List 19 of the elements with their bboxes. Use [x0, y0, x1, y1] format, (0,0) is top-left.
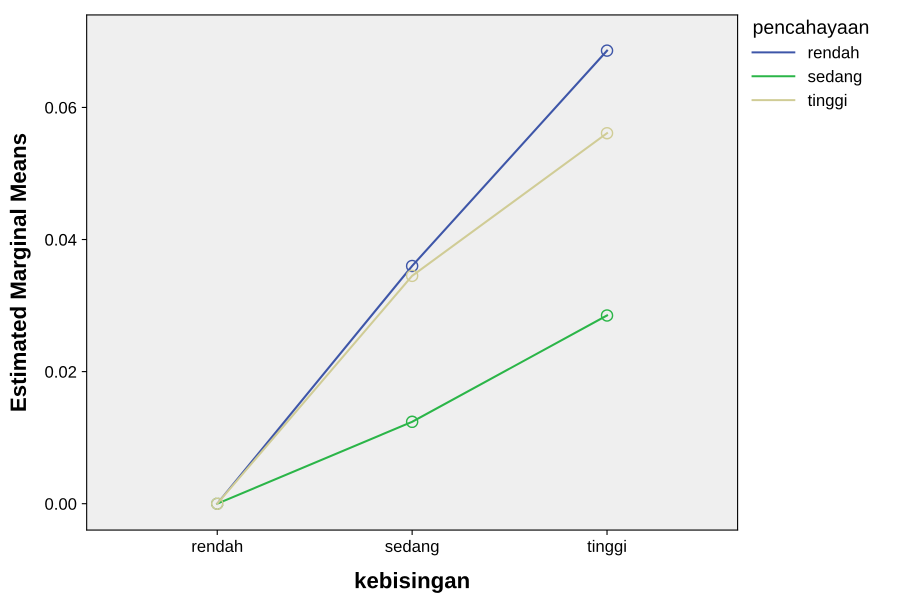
x-tick-label: rendah: [192, 540, 242, 552]
x-axis-title: kebisingan: [356, 572, 469, 593]
point: [406, 260, 418, 272]
legend-title: pencahayaan: [754, 20, 868, 38]
point: [600, 309, 614, 322]
y-tick-label: 0.06: [45, 102, 76, 114]
legend-label: sedang: [808, 70, 862, 86]
point: [406, 416, 418, 428]
legend-label: tinggi: [808, 94, 846, 110]
point: [600, 126, 614, 140]
y-tick-label: 0.04: [45, 234, 76, 246]
x-tick-label: sedang: [385, 540, 438, 556]
y-tick-label: 0.00: [45, 498, 76, 510]
y-tick-label: 0.02: [45, 366, 76, 378]
y-axis-title: Estimated Marginal Means: [10, 134, 31, 411]
point: [406, 270, 418, 282]
x-tick-label: tinggi: [587, 540, 626, 556]
legend-label: rendah: [808, 46, 858, 58]
point: [600, 44, 614, 57]
